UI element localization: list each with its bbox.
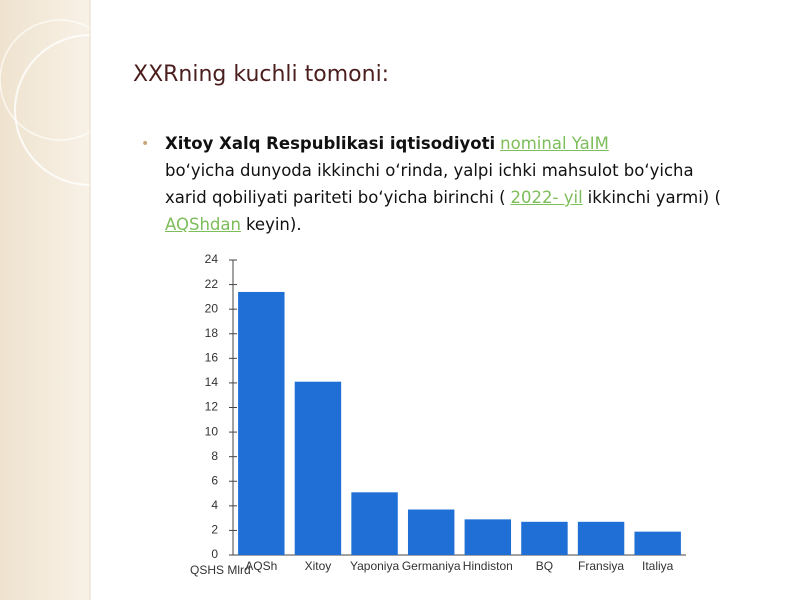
bar bbox=[521, 521, 568, 555]
bar bbox=[407, 509, 455, 555]
chart: AQSHS Mlrd 024681012141618202224AQShXito… bbox=[190, 238, 710, 588]
bar bbox=[294, 381, 342, 555]
x-tick-label: BQ bbox=[536, 559, 553, 573]
text: bo‘yicha dunyoda ikkinchi o‘rinda, yalpi… bbox=[165, 161, 694, 180]
x-tick-label: AQSh bbox=[245, 559, 277, 573]
link[interactable]: AQShdan bbox=[165, 215, 241, 234]
y-tick-label: 2 bbox=[211, 523, 218, 537]
y-tick-label: 24 bbox=[205, 252, 219, 266]
y-tick-label: 4 bbox=[211, 498, 218, 512]
y-tick-label: 12 bbox=[205, 400, 219, 414]
text: ikkinchi yarmi) ( bbox=[587, 188, 721, 207]
y-tick-label: 0 bbox=[211, 547, 218, 561]
y-tick-label: 16 bbox=[205, 351, 219, 365]
bullet-dot: • bbox=[141, 136, 150, 152]
link[interactable]: 2022- yil bbox=[510, 188, 583, 207]
x-tick-label: Yaponiya bbox=[350, 559, 399, 573]
bullet-text: Xitoy Xalq Respublikasi iqtisodiyoti nomi… bbox=[165, 134, 726, 242]
bar bbox=[238, 291, 285, 555]
bar bbox=[464, 519, 512, 555]
x-tick-label: Germaniya bbox=[402, 559, 461, 573]
text-line: Xitoy Xalq Respublikasi iqtisodiyoti nomi… bbox=[165, 134, 726, 161]
y-tick-label: 22 bbox=[205, 277, 219, 291]
text: keyin). bbox=[245, 215, 302, 234]
text: Xitoy Xalq Respublikasi iqtisodiyoti bbox=[165, 134, 496, 153]
y-tick-label: 14 bbox=[205, 375, 219, 389]
y-tick-label: 10 bbox=[205, 424, 219, 438]
text-line: AQShdan keyin). bbox=[165, 215, 726, 242]
x-tick-label: Italiya bbox=[642, 559, 674, 573]
x-tick-label: Xitoy bbox=[305, 559, 332, 573]
bar bbox=[634, 531, 681, 555]
decoration bbox=[0, 0, 100, 600]
y-tick-label: 8 bbox=[211, 449, 218, 463]
text-line: bo‘yicha dunyoda ikkinchi o‘rinda, yalpi… bbox=[165, 161, 726, 188]
y-axis-label: AQSHS Mlrd bbox=[190, 563, 251, 577]
slide-title: XXRning kuchli tomoni: bbox=[133, 62, 390, 87]
x-tick-label: Hindiston bbox=[463, 559, 513, 573]
text: xarid qobiliyati pariteti bo‘yicha birin… bbox=[165, 188, 506, 207]
text-line: xarid qobiliyati pariteti bo‘yicha birin… bbox=[165, 188, 726, 215]
bar bbox=[351, 492, 398, 555]
y-tick-label: 18 bbox=[205, 326, 219, 340]
x-tick-label: Fransiya bbox=[578, 559, 624, 573]
y-tick-label: 20 bbox=[205, 301, 219, 315]
link[interactable]: nominal YaIM bbox=[500, 134, 609, 153]
bar bbox=[577, 521, 625, 555]
y-tick-label: 6 bbox=[211, 473, 218, 487]
